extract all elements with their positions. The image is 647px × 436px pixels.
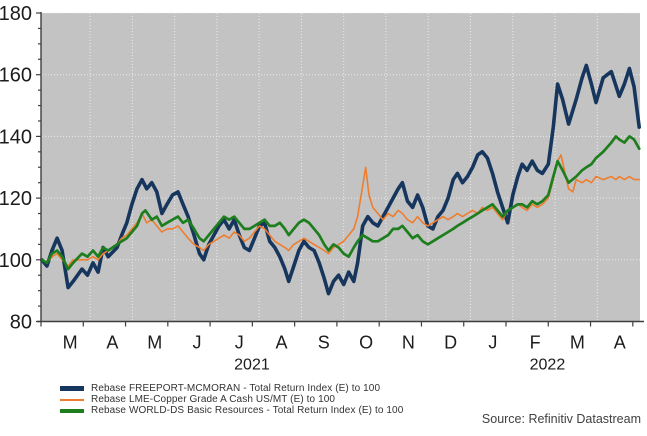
legend-label-freeport: Rebase FREEPORT-MCMORAN - Total Return I… — [91, 383, 381, 394]
legend-item: Rebase FREEPORT-MCMORAN - Total Return I… — [60, 383, 403, 394]
year-label: 2022 — [530, 357, 566, 374]
x-tick-label: S — [318, 333, 330, 353]
x-tick-label: N — [402, 333, 415, 353]
y-tick-label: 120 — [0, 188, 32, 210]
series-line-2 — [40, 135, 641, 271]
legend-key-lme-copper — [60, 398, 84, 401]
line-chart: 80 100 120 140 160 180 M A M J J A S O N D J F M A 2021 2022 — [0, 3, 644, 374]
y-tick-label: 80 — [10, 312, 32, 334]
x-tick-label: M — [63, 333, 78, 353]
legend-item: Rebase WORLD-DS Basic Resources - Total … — [60, 405, 403, 416]
legend-key-world-ds — [60, 408, 84, 413]
legend-key-freeport — [60, 386, 84, 391]
x-tick-label: F — [530, 333, 541, 353]
legend-item: Rebase LME-Copper Grade A Cash US/MT (E)… — [60, 394, 403, 405]
plot-area — [41, 13, 640, 322]
y-tick-label: 140 — [0, 126, 32, 148]
y-tick-label: 100 — [0, 250, 32, 272]
legend-label-world-ds: Rebase WORLD-DS Basic Resources - Total … — [91, 405, 404, 416]
source-attribution: Source: Refinitiv Datastream — [481, 412, 641, 426]
x-tick-label: A — [106, 333, 118, 353]
x-tick-label: M — [570, 333, 585, 353]
x-tick-label: O — [359, 333, 373, 353]
series-line-0 — [39, 63, 642, 296]
x-tick-label: A — [276, 333, 288, 353]
legend: Rebase FREEPORT-MCMORAN - Total Return I… — [60, 383, 403, 416]
x-tick-label: D — [444, 333, 457, 353]
y-tick-label: 180 — [0, 3, 32, 25]
y-tick-label: 160 — [0, 65, 32, 87]
x-tick-label: A — [614, 333, 626, 353]
legend-label-lme-copper: Rebase LME-Copper Grade A Cash US/MT (E)… — [91, 394, 336, 405]
x-tick-label: J — [192, 333, 201, 353]
year-label: 2021 — [234, 357, 270, 374]
x-tick-label: J — [488, 333, 497, 353]
x-tick-label: J — [235, 333, 244, 353]
x-tick-label: M — [147, 333, 162, 353]
